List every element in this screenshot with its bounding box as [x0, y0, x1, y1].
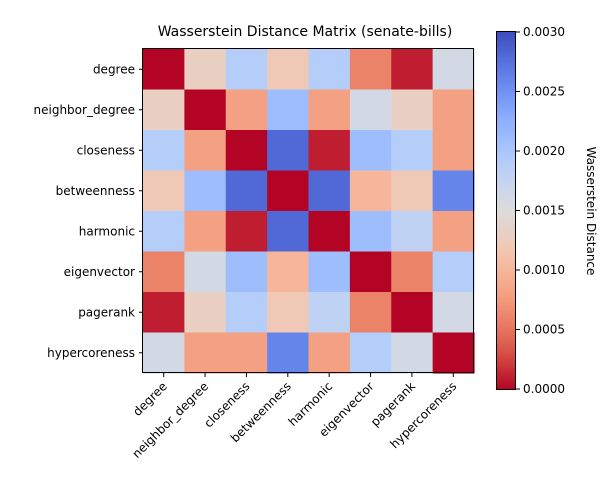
heatmap-cell	[143, 89, 185, 131]
colorbar-tick-label: 0.0015	[523, 204, 565, 218]
y-tick-label: degree	[93, 62, 135, 76]
heatmap-cell	[184, 130, 227, 172]
heatmap-cell	[184, 49, 227, 91]
heatmap-cell	[432, 170, 475, 212]
heatmap-cell	[225, 89, 268, 131]
heatmap-cell	[432, 251, 475, 293]
colorbar-ticks: 0.0000 0.0005 0.0010 0.0015 0.0020 0.0025 0.00…	[516, 25, 565, 396]
heatmap-cell	[391, 211, 434, 253]
heatmap-cell	[308, 292, 351, 334]
heatmap-cell	[184, 211, 227, 253]
heatmap-cell	[308, 130, 351, 172]
colorbar-tick-label: 0.0000	[523, 382, 565, 396]
heatmap-cell	[349, 211, 392, 253]
chart-title: Wasserstein Distance Matrix (senate-bill…	[158, 24, 453, 40]
heatmap-cell	[391, 49, 434, 91]
colorbar-tick-label: 0.0030	[523, 25, 565, 39]
heatmap-cell	[184, 292, 227, 334]
x-tick-label: degree	[130, 379, 170, 419]
heatmap-cell	[267, 49, 310, 91]
colorbar-tick-label: 0.0020	[523, 144, 565, 158]
heatmap-cell	[225, 251, 268, 293]
heatmap-cell	[349, 170, 392, 212]
y-axis: degree neighbor_degree closeness betweennes…	[34, 62, 143, 360]
heatmap-cell	[308, 49, 351, 91]
colorbar-label: Wasserstein Distance	[584, 147, 598, 276]
heatmap-cell	[143, 332, 185, 374]
heatmap-cell	[225, 130, 268, 172]
y-tick-label: betweenness	[56, 184, 135, 198]
heatmap-cell	[308, 211, 351, 253]
heatmap-cell	[391, 89, 434, 131]
heatmap-cell	[432, 49, 475, 91]
y-tick-label: harmonic	[79, 224, 135, 238]
heatmap-cell	[349, 292, 392, 334]
heatmap-cell	[267, 211, 310, 253]
x-tick-label: neighbor_degree	[130, 379, 212, 461]
heatmap-cell	[391, 170, 434, 212]
heatmap-cell	[391, 332, 434, 374]
heatmap-cell	[184, 251, 227, 293]
heatmap-cell	[432, 130, 475, 172]
heatmap-cell	[184, 332, 227, 374]
heatmap-cell	[267, 332, 310, 374]
colorbar-tick-label: 0.0005	[523, 323, 565, 337]
colorbar-tick-label: 0.0025	[523, 85, 565, 99]
y-tick-label: pagerank	[78, 305, 135, 319]
y-tick-label: neighbor_degree	[34, 103, 136, 117]
heatmap-cell	[225, 170, 268, 212]
heatmap-cell	[432, 211, 475, 253]
heatmap-cell	[391, 292, 434, 334]
heatmap-cell	[432, 292, 475, 334]
heatmap-cell	[391, 130, 434, 172]
heatmap-cell	[432, 89, 475, 131]
heatmap-cell	[267, 292, 310, 334]
heatmap-cell	[184, 89, 227, 131]
heatmap-cell	[225, 332, 268, 374]
plot-frame	[142, 48, 474, 373]
heatmap-cell	[143, 251, 185, 293]
heatmap-cell	[349, 130, 392, 172]
heatmap-cell	[143, 292, 185, 334]
heatmap-cell	[143, 49, 185, 91]
heatmap-cell	[349, 332, 392, 374]
heatmap-cell	[225, 211, 268, 253]
heatmap-cell	[267, 89, 310, 131]
x-axis: degreeneighbor_degreeclosenessbetweennes…	[130, 373, 459, 461]
y-tick-label: closeness	[77, 143, 135, 157]
heatmap-cell	[267, 130, 310, 172]
heatmap-cell	[349, 49, 392, 91]
heatmap-cell	[184, 170, 227, 212]
heatmap-cell	[225, 292, 268, 334]
heatmap-cell	[267, 251, 310, 293]
heatmap-cell	[308, 170, 351, 212]
heatmap-cell	[225, 49, 268, 91]
heatmap-cell	[143, 170, 185, 212]
heatmap-cell	[391, 251, 434, 293]
heatmap-cell	[308, 89, 351, 131]
colorbar	[496, 31, 516, 390]
heatmap-cell	[143, 211, 185, 253]
heatmap-cell	[349, 89, 392, 131]
colorbar-tick-label: 0.0010	[523, 263, 565, 277]
y-tick-label: eigenvector	[64, 265, 135, 279]
y-tick-label: hypercoreness	[47, 346, 135, 360]
heatmap-cells	[143, 49, 475, 374]
heatmap-cell	[143, 130, 185, 172]
heatmap-cell	[308, 251, 351, 293]
heatmap-cell	[432, 332, 475, 374]
heatmap-cell	[267, 170, 310, 212]
heatmap-cell	[308, 332, 351, 374]
heatmap-cell	[349, 251, 392, 293]
